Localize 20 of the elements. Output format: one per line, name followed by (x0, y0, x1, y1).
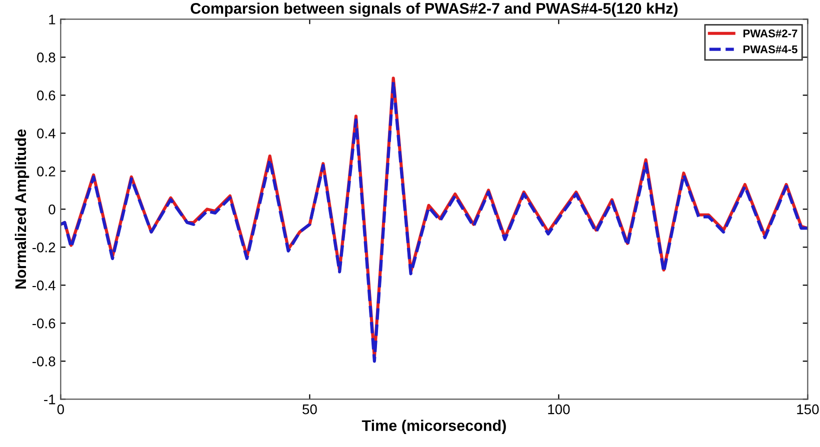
x-tick-label: 150 (797, 404, 819, 414)
y-tick-label: 0.4 (37, 128, 56, 138)
y-axis-title: Normalized Amplitude (14, 129, 30, 289)
y-tick-label: -0.6 (32, 318, 56, 328)
legend-label: PWAS#2-7 (743, 30, 798, 38)
y-tick-label: -0.8 (32, 356, 56, 366)
y-tick-label: 1 (49, 14, 56, 24)
y-tick-label: -0.2 (32, 242, 56, 252)
chart-title: Comparsion between signals of PWAS#2-7 and PWAS#4-5(120 kHz) (190, 2, 678, 17)
x-tick-label: 0 (57, 404, 64, 414)
y-tick-label: -0.4 (32, 280, 56, 290)
x-tick-label: 50 (302, 404, 317, 414)
y-tick-label: 0.2 (37, 166, 56, 176)
x-axis-title: Time (micorsecond) (362, 420, 506, 434)
y-tick-label: 0 (48, 204, 56, 214)
y-tick-label: -1 (44, 394, 56, 404)
legend-label: PWAS#4-5 (743, 45, 798, 54)
x-tick-label: 100 (548, 404, 570, 414)
y-tick-label: 0.8 (37, 52, 56, 62)
y-tick-label: 0.6 (37, 90, 56, 100)
